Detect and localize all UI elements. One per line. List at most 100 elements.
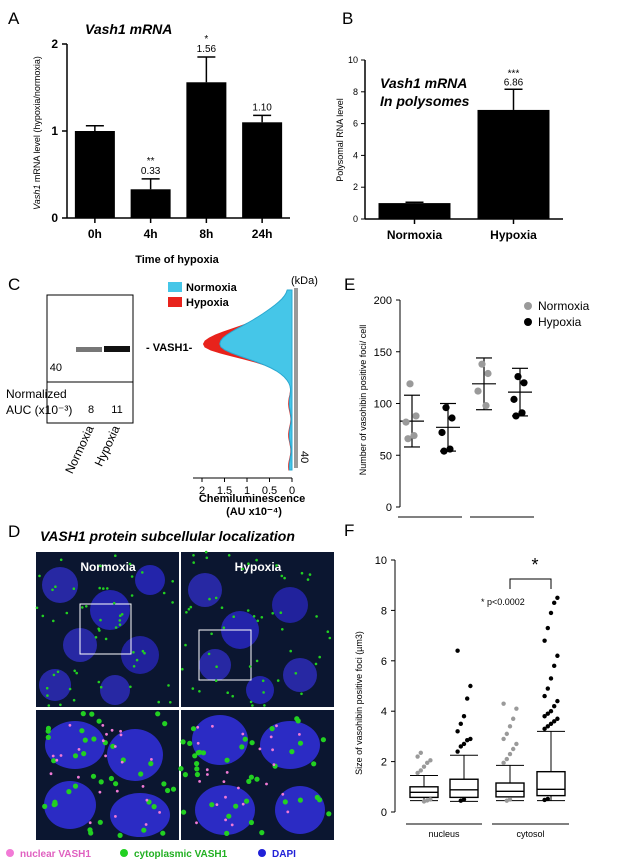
cytoplasmic-focus [54,585,57,588]
micrograph-hypoxia-zoom [181,710,334,840]
outlier-point [465,696,470,701]
cytoplasmic-focus [141,571,144,574]
nuclear-focus [145,798,149,802]
outlier-point [514,706,519,711]
panel-f-chart: F Size of vasohibin positive foci (µm3) … [344,521,569,839]
nuclear-focus [237,786,240,790]
outlier-point [504,731,509,737]
y-tick-label: 2 [381,757,387,769]
blot-frame [46,294,134,424]
cytoplasmic-focus [72,753,79,759]
panel-f-ylabel: Size of vasohibin positive foci (µm3) [354,631,364,775]
panel-c-xlabel-line1: Chemiluminescence [199,493,305,505]
cytoplasmic-focus [56,670,60,674]
cytoplasmic-focus [130,594,134,597]
cytoplasmic-focus [130,575,134,578]
cytoplasmic-focus [205,556,209,560]
x-tick-label: 1.5 [217,485,232,497]
norm-auc-normoxia: 8 [88,404,94,416]
outlier-point [511,746,516,752]
nuclear-focus [77,775,80,779]
box [495,782,525,798]
nuclear-focus [225,771,229,774]
cytoplasmic-focus [241,567,244,571]
y-tick-label: 0 [386,502,392,514]
data-point [484,369,492,378]
value-label: 6.86 [504,77,524,88]
cytoplasmic-focus [151,804,157,810]
cytoplasmic-focus [239,744,245,750]
nuclear-focus [120,760,124,764]
legend-dot-normoxia [524,302,532,310]
nuclear-focus [68,723,72,727]
bar [74,131,115,218]
nuclear-focus [281,792,285,796]
cytoplasmic-focus [227,554,231,557]
outlier-point [555,653,560,658]
cytoplasmic-focus [79,728,85,734]
cytoplasmic-focus [90,773,97,779]
x-tick-label: 0.5 [262,485,277,497]
cytoplasmic-focus [192,561,195,564]
nuclear-focus [113,745,117,748]
nuclear-focus [206,773,209,776]
y-tick-label: 10 [348,55,358,65]
cytoplasmic-focus [198,690,201,693]
cytoplasmic-focus [68,687,72,691]
bar [477,109,550,219]
y-tick-label: 1 [51,124,58,138]
legend-nuclear-vash1: nuclear VASH1 [20,849,91,860]
panel-b-title-line2: In polysomes [380,93,470,109]
outlier-point [545,686,550,691]
cytoplasmic-focus [72,783,79,789]
cytoplasmic-focus [194,766,200,772]
blot-mw-label: 40 [50,362,62,374]
outlier-point [461,797,467,802]
cytoplasmic-focus [256,619,260,623]
x-tick-label: 24h [252,227,273,241]
box [449,778,479,799]
cytoplasmic-focus [190,726,197,732]
significance-label: *** [508,68,520,79]
legend-swatch-hypoxia [168,297,182,307]
panel-a-ylabel: Vash1 mRNA level (hypoxia/normoxia) [32,56,42,210]
y-tick-label: 4 [381,706,387,718]
cytoplasmic-focus [73,669,76,673]
nuclear-focus [196,725,200,729]
nuclear-focus [196,741,200,745]
cytoplasmic-focus [280,574,284,578]
cytoplasmic-focus [261,679,265,683]
cytoplasmic-focus [187,740,193,746]
cytoplasmic-focus [281,628,284,631]
mw-marker-bar [294,288,298,468]
panel-c-electropherogram: 2 1.5 1 0.5 0 [193,288,298,497]
cytoplasmic-focus [247,562,250,565]
outlier-point [418,768,423,773]
y-tick-label: 2 [51,37,58,51]
outlier-point [545,711,550,716]
outlier-point [415,770,420,776]
legend-dot-nuclear [6,849,14,857]
value-label: 1.56 [197,44,217,55]
cytoplasmic-focus [215,665,218,668]
cytoplasmic-focus [254,776,260,782]
nuclear-focus [269,735,273,739]
cytoplasmic-focus [248,819,254,826]
cytoplasmic-focus [251,704,254,707]
cytoplasmic-focus [82,737,88,743]
normoxia-trace [219,289,293,471]
cytoplasmic-focus [279,611,283,614]
band-label: - VASH1- [146,342,193,354]
cytoplasmic-focus [47,704,51,707]
cytoplasmic-focus [262,691,265,694]
panel-b-bars: Normoxia Hypoxia 6.86*** [378,68,550,242]
x-tick-label: 0 [289,485,295,497]
data-point [512,412,520,420]
outlier-point [542,638,547,643]
cytoplasmic-focus [97,819,103,825]
panel-b-letter: B [342,9,353,28]
nuclear-focus [150,758,153,761]
cytoplasmic-focus [162,591,166,595]
outlier-point [542,726,547,732]
micrograph-normoxia-zoom [36,710,179,840]
